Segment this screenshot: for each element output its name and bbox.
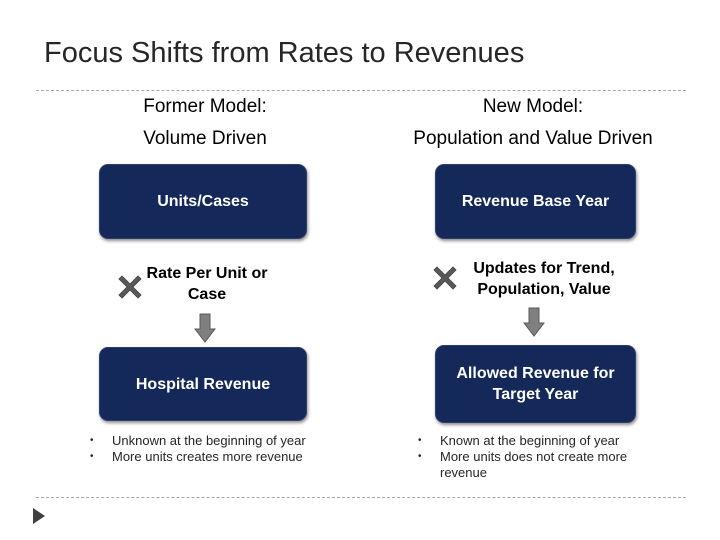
right-heading: New Model: Population and Value Driven <box>393 91 673 155</box>
left-bottom-box-label: Hospital Revenue <box>135 375 271 393</box>
left-top-box: Units/Cases <box>99 164 307 239</box>
right-bullet-list: Known at the beginning of year More unit… <box>418 433 656 481</box>
left-heading-line2: Volume Driven <box>143 128 267 149</box>
down-arrow-icon <box>523 307 545 337</box>
multiply-icon <box>118 275 142 299</box>
list-item: Unknown at the beginning of year <box>90 433 340 449</box>
play-triangle-icon[interactable] <box>33 508 45 524</box>
right-heading-line2: Population and Value Driven <box>413 128 653 149</box>
right-bottom-box-label: Allowed Revenue for Target Year <box>456 365 615 403</box>
multiply-icon <box>433 266 457 290</box>
left-heading: Former Model: Volume Driven <box>105 91 305 155</box>
right-heading-line1: New Model: <box>482 96 584 117</box>
left-step-label: Rate Per Unit or Case <box>146 265 268 303</box>
right-top-box: Revenue Base Year <box>435 164 636 239</box>
left-bullet-list: Unknown at the beginning of year More un… <box>90 433 340 465</box>
left-bottom-box: Hospital Revenue <box>99 347 307 421</box>
bottom-divider <box>36 497 686 498</box>
top-divider <box>36 90 686 91</box>
list-item: More units does not create more revenue <box>418 449 656 481</box>
right-top-box-label: Revenue Base Year <box>461 193 610 210</box>
left-top-box-label: Units/Cases <box>157 193 249 210</box>
list-item: More units creates more revenue <box>90 449 340 465</box>
slide-title: Focus Shifts from Rates to Revenues <box>44 37 525 69</box>
down-arrow-icon <box>194 313 216 343</box>
right-step-label: Updates for Trend, Population, Value <box>473 260 615 298</box>
list-item: Known at the beginning of year <box>418 433 656 449</box>
left-heading-line1: Former Model: <box>143 96 267 117</box>
right-bottom-box: Allowed Revenue for Target Year <box>435 345 636 423</box>
